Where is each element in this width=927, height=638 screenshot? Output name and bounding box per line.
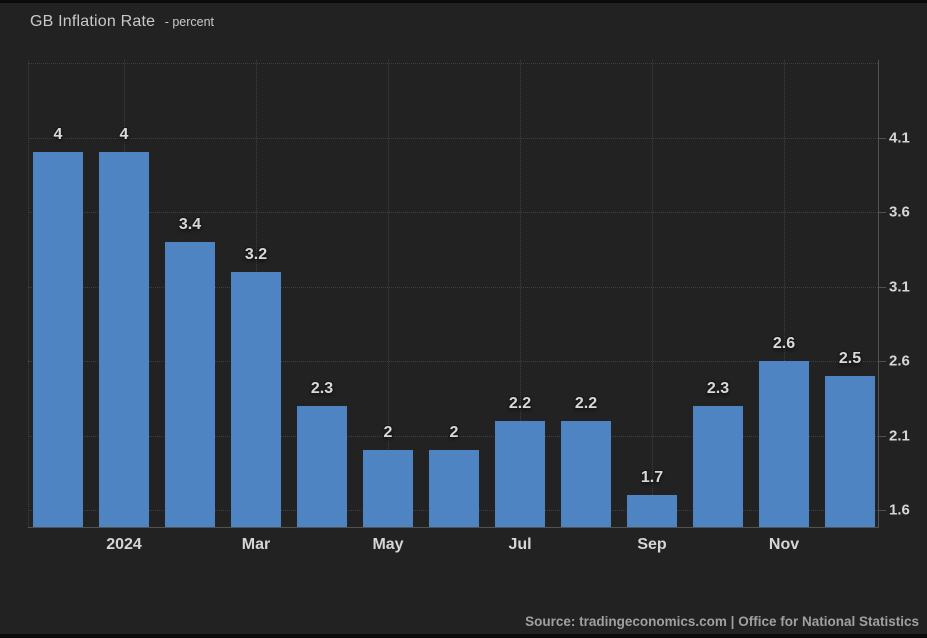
- y-axis-tick: [878, 286, 886, 288]
- source-attribution: Source: tradingeconomics.com | Office fo…: [525, 614, 919, 629]
- bar-data-label: 4: [119, 126, 129, 144]
- y-axis-label: 4.1: [889, 129, 910, 146]
- x-gridline: [388, 60, 389, 527]
- y-gridline: [28, 361, 878, 362]
- bar-data-label: 2: [383, 424, 393, 442]
- y-axis-label: 3.6: [889, 203, 910, 221]
- x-axis-label: May: [372, 536, 404, 553]
- x-axis-label: Mar: [241, 536, 271, 553]
- y-axis-tick: [878, 510, 886, 511]
- bar-data-label: 2.6: [772, 335, 796, 352]
- bar-column[interactable]: [297, 405, 347, 527]
- y-gridline: [28, 212, 878, 213]
- bar-column[interactable]: [693, 405, 743, 527]
- bar-data-label: 2.3: [310, 379, 334, 397]
- chart-title: GB Inflation Rate: [30, 13, 156, 30]
- y-gridline: [28, 435, 878, 437]
- y-axis-label: 1.6: [889, 501, 910, 519]
- y-axis-tick: [878, 435, 886, 437]
- bar-data-label: 3.4: [178, 215, 202, 233]
- bar-column[interactable]: [495, 420, 545, 527]
- bar-column[interactable]: [627, 495, 677, 527]
- bar-column[interactable]: [759, 361, 809, 527]
- x-axis-label: Sep: [637, 536, 667, 553]
- bar-column[interactable]: [429, 450, 479, 527]
- bar-column[interactable]: [561, 420, 611, 527]
- bar-column[interactable]: [99, 152, 149, 527]
- y-axis-label: 2.1: [889, 427, 910, 444]
- x-axis-label: Nov: [768, 536, 800, 553]
- y-axis-label: 3.1: [889, 278, 910, 295]
- bar-data-label: 4: [53, 126, 63, 144]
- y-gridline: [28, 286, 878, 288]
- bar-data-label: 3.2: [244, 245, 268, 263]
- bar-data-label: 2: [449, 424, 459, 442]
- x-axis-label: Jul: [508, 536, 532, 553]
- plot-area: 4 4 3.4 3.2 2.3 2 2 2.2 2.2 1.7 2.3 2.6 2.5 2024 Mar Ma…: [28, 60, 910, 553]
- chart-header: GB Inflation Rate - percent: [30, 13, 214, 31]
- y-axis-label: 2.6: [889, 352, 910, 370]
- bar-column[interactable]: [363, 450, 413, 527]
- x-gridline: [652, 60, 653, 527]
- top-edge-strip: [0, 0, 927, 3]
- bar-data-label: 1.7: [640, 469, 664, 487]
- y-axis-tick: [878, 212, 886, 213]
- chart-subtitle: - percent: [164, 15, 215, 29]
- bar-data-label: 2.2: [508, 394, 532, 412]
- bar-column[interactable]: [231, 271, 281, 527]
- x-gridline: [520, 60, 521, 527]
- y-axis-tick: [878, 137, 886, 139]
- x-gridline: [784, 60, 785, 527]
- bar-column[interactable]: [165, 241, 215, 527]
- bottom-edge-strip: [0, 634, 927, 638]
- bar-data-label: 2.2: [574, 394, 598, 412]
- plot-left-border: [28, 60, 29, 527]
- y-axis-tick: [878, 361, 886, 362]
- y-gridline: [28, 137, 878, 139]
- bar-data-label: 2.3: [706, 379, 730, 397]
- y-gridline: [28, 63, 878, 64]
- bar-data-label: 2.5: [838, 349, 862, 367]
- bar-column[interactable]: [825, 375, 875, 527]
- x-axis-label: 2024: [106, 536, 142, 553]
- bar-column[interactable]: [33, 152, 83, 527]
